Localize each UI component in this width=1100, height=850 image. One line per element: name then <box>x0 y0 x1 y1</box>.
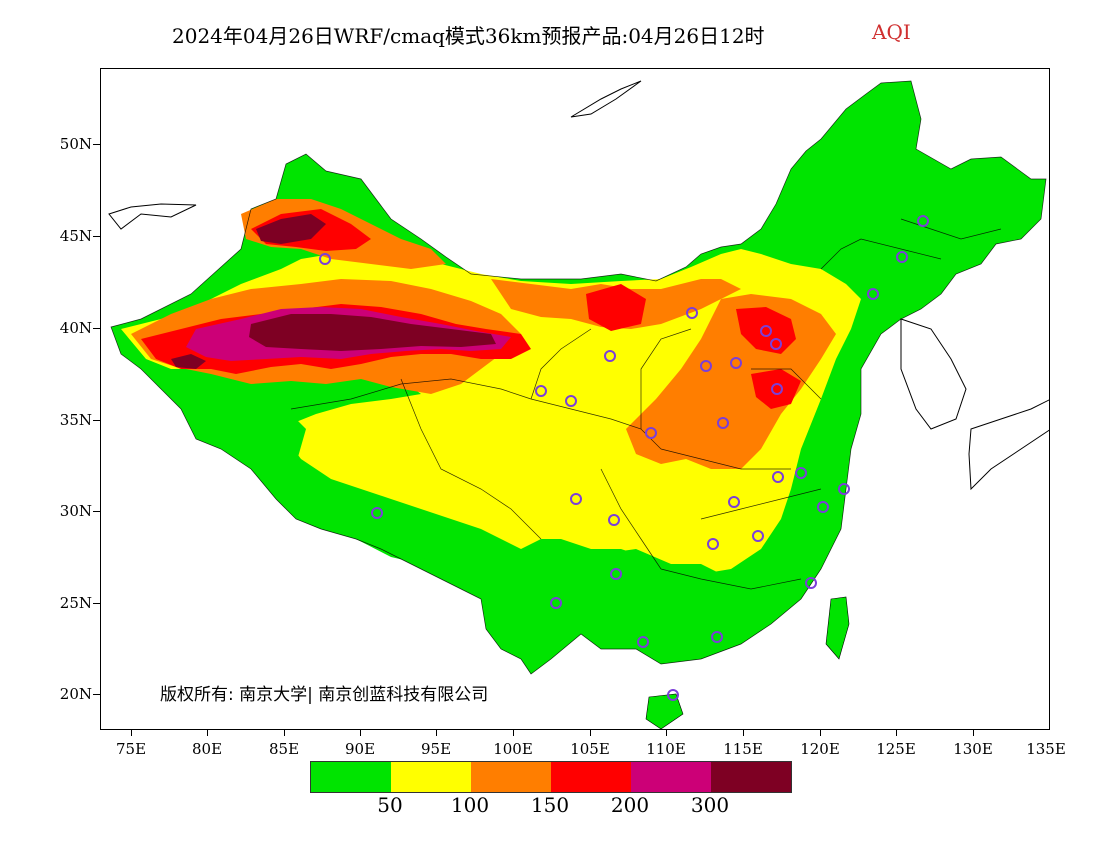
stations <box>319 215 929 701</box>
copyright-text: 版权所有: 南京大学| 南京创蓝科技有限公司 <box>160 685 489 705</box>
xtick <box>513 730 514 736</box>
xtick <box>590 730 591 736</box>
hainan <box>645 693 684 729</box>
map-frame <box>100 68 1050 730</box>
west-maroon <box>171 354 206 369</box>
junggar-maroon <box>256 214 326 244</box>
xtick <box>131 730 132 736</box>
ylabel-25n: 25N <box>59 594 92 612</box>
legend-swatch-green <box>311 762 391 792</box>
ytick <box>93 694 100 695</box>
xlabel-100e: 100E <box>493 740 533 758</box>
aqi-map <box>108 80 1049 729</box>
variable-name: AQI <box>872 20 911 44</box>
legend-label-100: 100 <box>450 793 490 817</box>
xtick <box>896 730 897 736</box>
xtick <box>436 730 437 736</box>
ylabel-20n: 20N <box>59 685 92 703</box>
taklimakan-maroon <box>249 314 496 351</box>
southwest-green <box>486 489 846 674</box>
ytick <box>93 511 100 512</box>
kazakh-coast <box>108 203 197 230</box>
xlabel-80e: 80E <box>191 740 223 758</box>
legend-label-150: 150 <box>530 793 570 817</box>
ylabel-45n: 45N <box>59 227 92 245</box>
legend-swatch-maroon <box>711 762 791 792</box>
xlabel-90e: 90E <box>344 740 376 758</box>
legend-swatch-purple <box>631 762 711 792</box>
xtick <box>666 730 667 736</box>
legend-swatch-red <box>551 762 631 792</box>
legend-label-300: 300 <box>690 793 730 817</box>
xlabel-95e: 95E <box>420 740 452 758</box>
ylabel-35n: 35N <box>59 411 92 429</box>
legend-swatch-orange <box>471 762 551 792</box>
xlabel-135e: 135E <box>1026 740 1066 758</box>
ytick <box>93 236 100 237</box>
ylabel-40n: 40N <box>59 319 92 337</box>
xlabel-105e: 105E <box>570 740 610 758</box>
legend-label-200: 200 <box>610 793 650 817</box>
shandong-red <box>751 369 801 409</box>
ylabel-50n: 50N <box>59 135 92 153</box>
ytick <box>93 420 100 421</box>
province-borders <box>110 80 1047 675</box>
japan-outline <box>968 399 1049 491</box>
ordos-red <box>586 284 646 331</box>
xtick <box>284 730 285 736</box>
legend-label-50: 50 <box>377 793 403 817</box>
xlabel-75e: 75E <box>115 740 147 758</box>
tibet-green <box>196 409 431 564</box>
xlabel-115e: 115E <box>723 740 763 758</box>
xtick <box>207 730 208 736</box>
korea-outline <box>900 318 967 430</box>
xtick <box>360 730 361 736</box>
aqi-legend <box>310 761 792 793</box>
ylabel-30n: 30N <box>59 502 92 520</box>
ytick <box>93 144 100 145</box>
title-text: 2024年04月26日WRF/cmaq模式36km预报产品:04月26日12时 <box>172 24 765 48</box>
xlabel-120e: 120E <box>800 740 840 758</box>
ytick <box>93 603 100 604</box>
legend-swatch-yellow <box>391 762 471 792</box>
xlabel-85e: 85E <box>268 740 300 758</box>
xtick <box>973 730 974 736</box>
xlabel-125e: 125E <box>876 740 916 758</box>
xlabel-130e: 130E <box>953 740 993 758</box>
xtick <box>743 730 744 736</box>
taiwan <box>825 596 850 660</box>
xtick <box>820 730 821 736</box>
xlabel-110e: 110E <box>646 740 686 758</box>
ytick <box>93 328 100 329</box>
russia-coast <box>570 80 642 118</box>
